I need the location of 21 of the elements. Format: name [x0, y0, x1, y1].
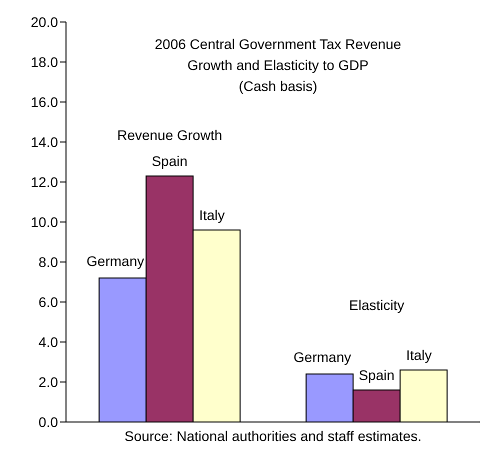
- y-tick-label: 6.0: [38, 294, 58, 310]
- series-label: Spain: [152, 153, 188, 169]
- series-label: Italy: [199, 207, 225, 223]
- text: Germany: [294, 349, 352, 365]
- y-tick-label: 8.0: [38, 254, 58, 270]
- y-tick-label: 10.0: [30, 214, 58, 230]
- text: Spain: [358, 367, 395, 383]
- y-tick-label: 2.0: [38, 374, 58, 390]
- text: Italy: [406, 347, 432, 363]
- series-label: Germany: [86, 253, 144, 269]
- y-tick-label: 14.0: [30, 134, 58, 150]
- source-note: Source: National authorities and staff estimates.: [123, 428, 422, 444]
- text: 2006 Central Government Tax Revenue Growth and Elasticity to GDP (Cash basis): [154, 35, 402, 96]
- y-tick-label: 20.0: [30, 14, 58, 30]
- x-tick-label: Revenue Growth: [117, 127, 222, 143]
- x-tick-label: Elasticity: [349, 297, 404, 313]
- y-tick-label: 4.0: [38, 334, 58, 350]
- y-tick-label: 18.0: [30, 54, 58, 70]
- y-tick-label: 0.0: [38, 414, 58, 430]
- y-tick-label: 16.0: [30, 94, 58, 110]
- y-tick-label: 12.0: [30, 174, 58, 190]
